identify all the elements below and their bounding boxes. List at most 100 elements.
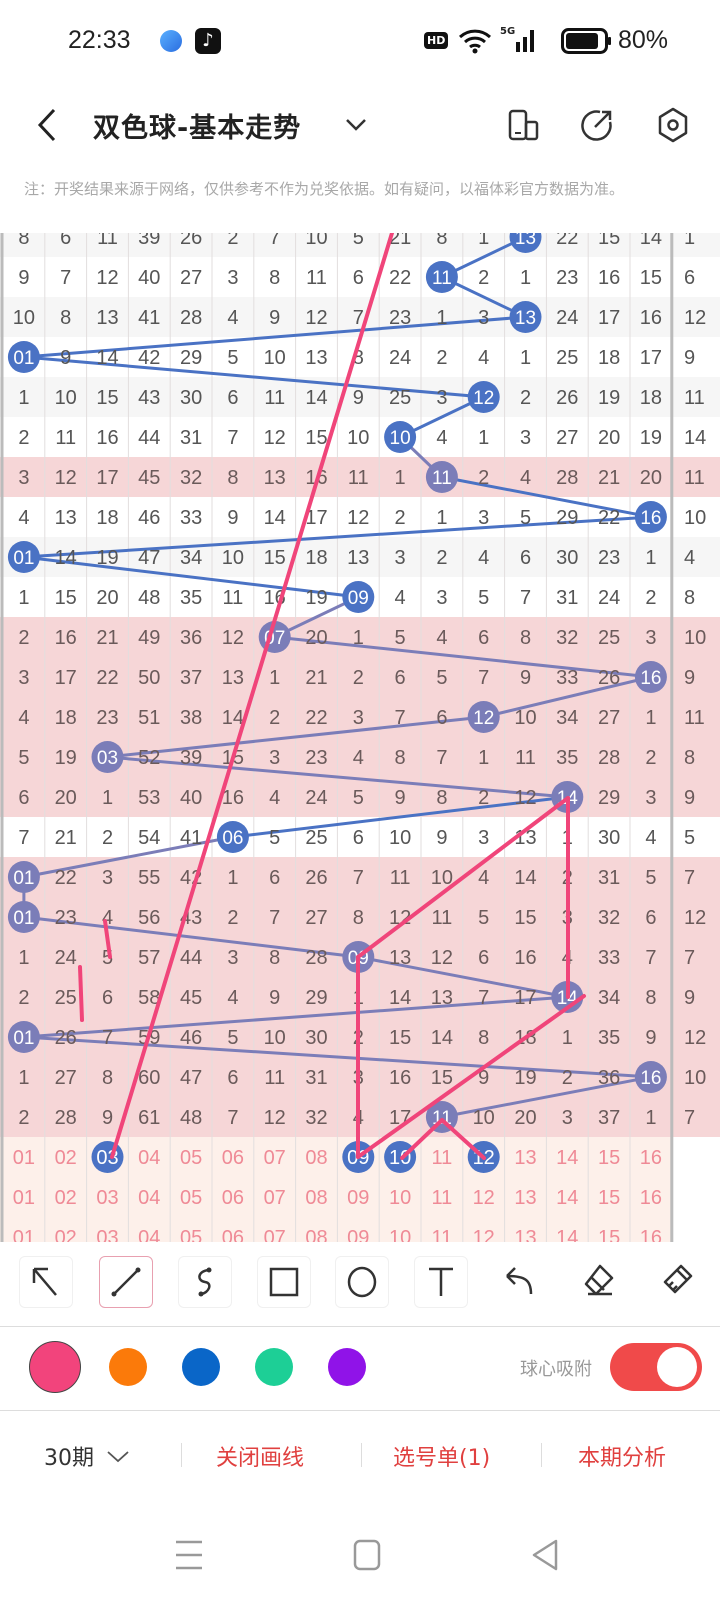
pick-number[interactable]: 13	[514, 1147, 536, 1169]
back-nav-icon[interactable]	[530, 1538, 560, 1572]
pick-number[interactable]: 11	[432, 1187, 453, 1209]
clear-brush-icon[interactable]	[651, 1256, 703, 1306]
pick-number[interactable]: 08	[305, 1147, 327, 1169]
extra-column-value: 8	[684, 747, 695, 769]
pick-number[interactable]: 14	[556, 1187, 578, 1209]
pick-number[interactable]: 01	[13, 1227, 35, 1242]
pick-number[interactable]: 02	[55, 1187, 77, 1209]
arrow-tool-button[interactable]	[19, 1256, 73, 1308]
drawn-ball[interactable]	[509, 233, 542, 253]
drawn-ball[interactable]	[634, 661, 667, 693]
pick-number[interactable]: 13	[514, 1227, 536, 1242]
pick-number[interactable]: 03	[96, 1187, 118, 1209]
omission-value: 34	[598, 987, 620, 1009]
omission-value: 27	[598, 707, 620, 729]
pick-number[interactable]: 06	[222, 1147, 244, 1169]
menu-icon[interactable]	[174, 1538, 204, 1572]
color-swatch[interactable]	[182, 1348, 220, 1386]
color-swatch[interactable]	[255, 1348, 293, 1386]
pick-number[interactable]: 15	[598, 1147, 620, 1169]
pick-number[interactable]: 14	[556, 1147, 578, 1169]
pick-number[interactable]: 05	[180, 1227, 202, 1242]
pick-number[interactable]: 13	[514, 1187, 536, 1209]
text-tool-button[interactable]	[414, 1256, 468, 1308]
undo-icon[interactable]	[493, 1256, 545, 1306]
drawn-ball[interactable]	[91, 741, 124, 773]
page-title[interactable]: 双色球-基本走势	[93, 113, 302, 144]
drawn-ball[interactable]	[7, 901, 40, 933]
drawn-ball[interactable]	[425, 261, 458, 293]
pick-number[interactable]: 14	[556, 1227, 578, 1242]
drawn-ball[interactable]	[384, 421, 417, 453]
pick-number[interactable]: 05	[180, 1147, 202, 1169]
close-drawing-button[interactable]: 关闭画线	[216, 1446, 305, 1471]
curve-tool-button[interactable]	[178, 1256, 232, 1308]
circle-tool-button[interactable]	[335, 1256, 389, 1308]
pick-number[interactable]: 08	[305, 1187, 327, 1209]
home-icon[interactable]	[352, 1538, 382, 1572]
pick-number[interactable]: 01	[13, 1187, 35, 1209]
pick-number[interactable]: 16	[640, 1147, 662, 1169]
eraser-icon[interactable]	[572, 1256, 624, 1306]
drawn-ball[interactable]	[7, 341, 40, 373]
color-swatch[interactable]	[109, 1348, 147, 1386]
pick-number[interactable]: 07	[264, 1147, 286, 1169]
drawn-ball[interactable]	[7, 541, 40, 573]
pick-number[interactable]: 02	[55, 1147, 77, 1169]
pick-number[interactable]: 07	[264, 1227, 286, 1242]
pick-number[interactable]: 16	[640, 1187, 662, 1209]
drawn-ball[interactable]	[425, 461, 458, 493]
analysis-button[interactable]: 本期分析	[578, 1446, 667, 1471]
rectangle-tool-button[interactable]	[257, 1256, 311, 1308]
pick-list-button[interactable]: 选号单(1)	[393, 1446, 491, 1471]
pick-number[interactable]: 10	[389, 1187, 411, 1209]
pick-number[interactable]: 09	[347, 1187, 369, 1209]
color-swatch[interactable]	[328, 1348, 366, 1386]
pick-number[interactable]: 08	[305, 1227, 327, 1242]
pick-number[interactable]: 10	[389, 1227, 411, 1242]
line-tool-button[interactable]	[99, 1256, 153, 1308]
pick-number[interactable]: 06	[222, 1227, 244, 1242]
pick-number[interactable]: 11	[432, 1147, 453, 1169]
share-icon[interactable]	[580, 108, 614, 142]
pick-number[interactable]: 05	[180, 1187, 202, 1209]
drawn-ball[interactable]	[509, 301, 542, 333]
omission-value: 2	[227, 907, 238, 929]
omission-value: 6	[645, 907, 656, 929]
drawn-ball[interactable]	[7, 861, 40, 893]
trend-chart-grid[interactable]: 8 6 11 39 26 2 7 10 5 21 8 1 13 22 15 14 1 9 7 12 40 27 3 8 11 6 2…	[0, 233, 720, 1242]
pick-number[interactable]: 01	[13, 1147, 35, 1169]
pick-number[interactable]: 07	[264, 1187, 286, 1209]
period-select[interactable]: 30期	[44, 1440, 131, 1472]
pick-number[interactable]: 06	[222, 1187, 244, 1209]
pick-number[interactable]: 09	[347, 1227, 369, 1242]
color-swatch[interactable]	[29, 1341, 81, 1393]
pick-number[interactable]: 04	[138, 1187, 160, 1209]
pick-number[interactable]: 02	[55, 1227, 77, 1242]
omission-value: 25	[556, 347, 578, 369]
snap-toggle[interactable]	[610, 1343, 702, 1391]
drawn-ball[interactable]	[467, 381, 500, 413]
drawn-ball[interactable]	[634, 501, 667, 533]
settings-icon[interactable]	[656, 106, 690, 144]
pick-number[interactable]: 16	[640, 1227, 662, 1242]
pick-number[interactable]: 04	[138, 1147, 160, 1169]
chevron-down-icon[interactable]	[343, 114, 369, 134]
pick-number[interactable]: 15	[598, 1227, 620, 1242]
pick-number[interactable]: 12	[473, 1187, 495, 1209]
pick-ball-selected[interactable]	[384, 1141, 417, 1173]
ball-number: 13	[515, 233, 536, 249]
pick-number[interactable]: 12	[473, 1227, 495, 1242]
phone-layout-icon[interactable]	[507, 108, 541, 142]
omission-value: 2	[353, 667, 364, 689]
drawn-ball[interactable]	[342, 581, 375, 613]
drawn-ball[interactable]	[216, 821, 249, 853]
pick-number[interactable]: 03	[96, 1227, 118, 1242]
pick-number[interactable]: 11	[432, 1227, 453, 1242]
pick-number[interactable]: 04	[138, 1227, 160, 1242]
pick-number[interactable]: 15	[598, 1187, 620, 1209]
drawn-ball[interactable]	[467, 701, 500, 733]
back-icon[interactable]	[32, 106, 62, 144]
drawn-ball[interactable]	[634, 1061, 667, 1093]
drawn-ball[interactable]	[7, 1021, 40, 1053]
